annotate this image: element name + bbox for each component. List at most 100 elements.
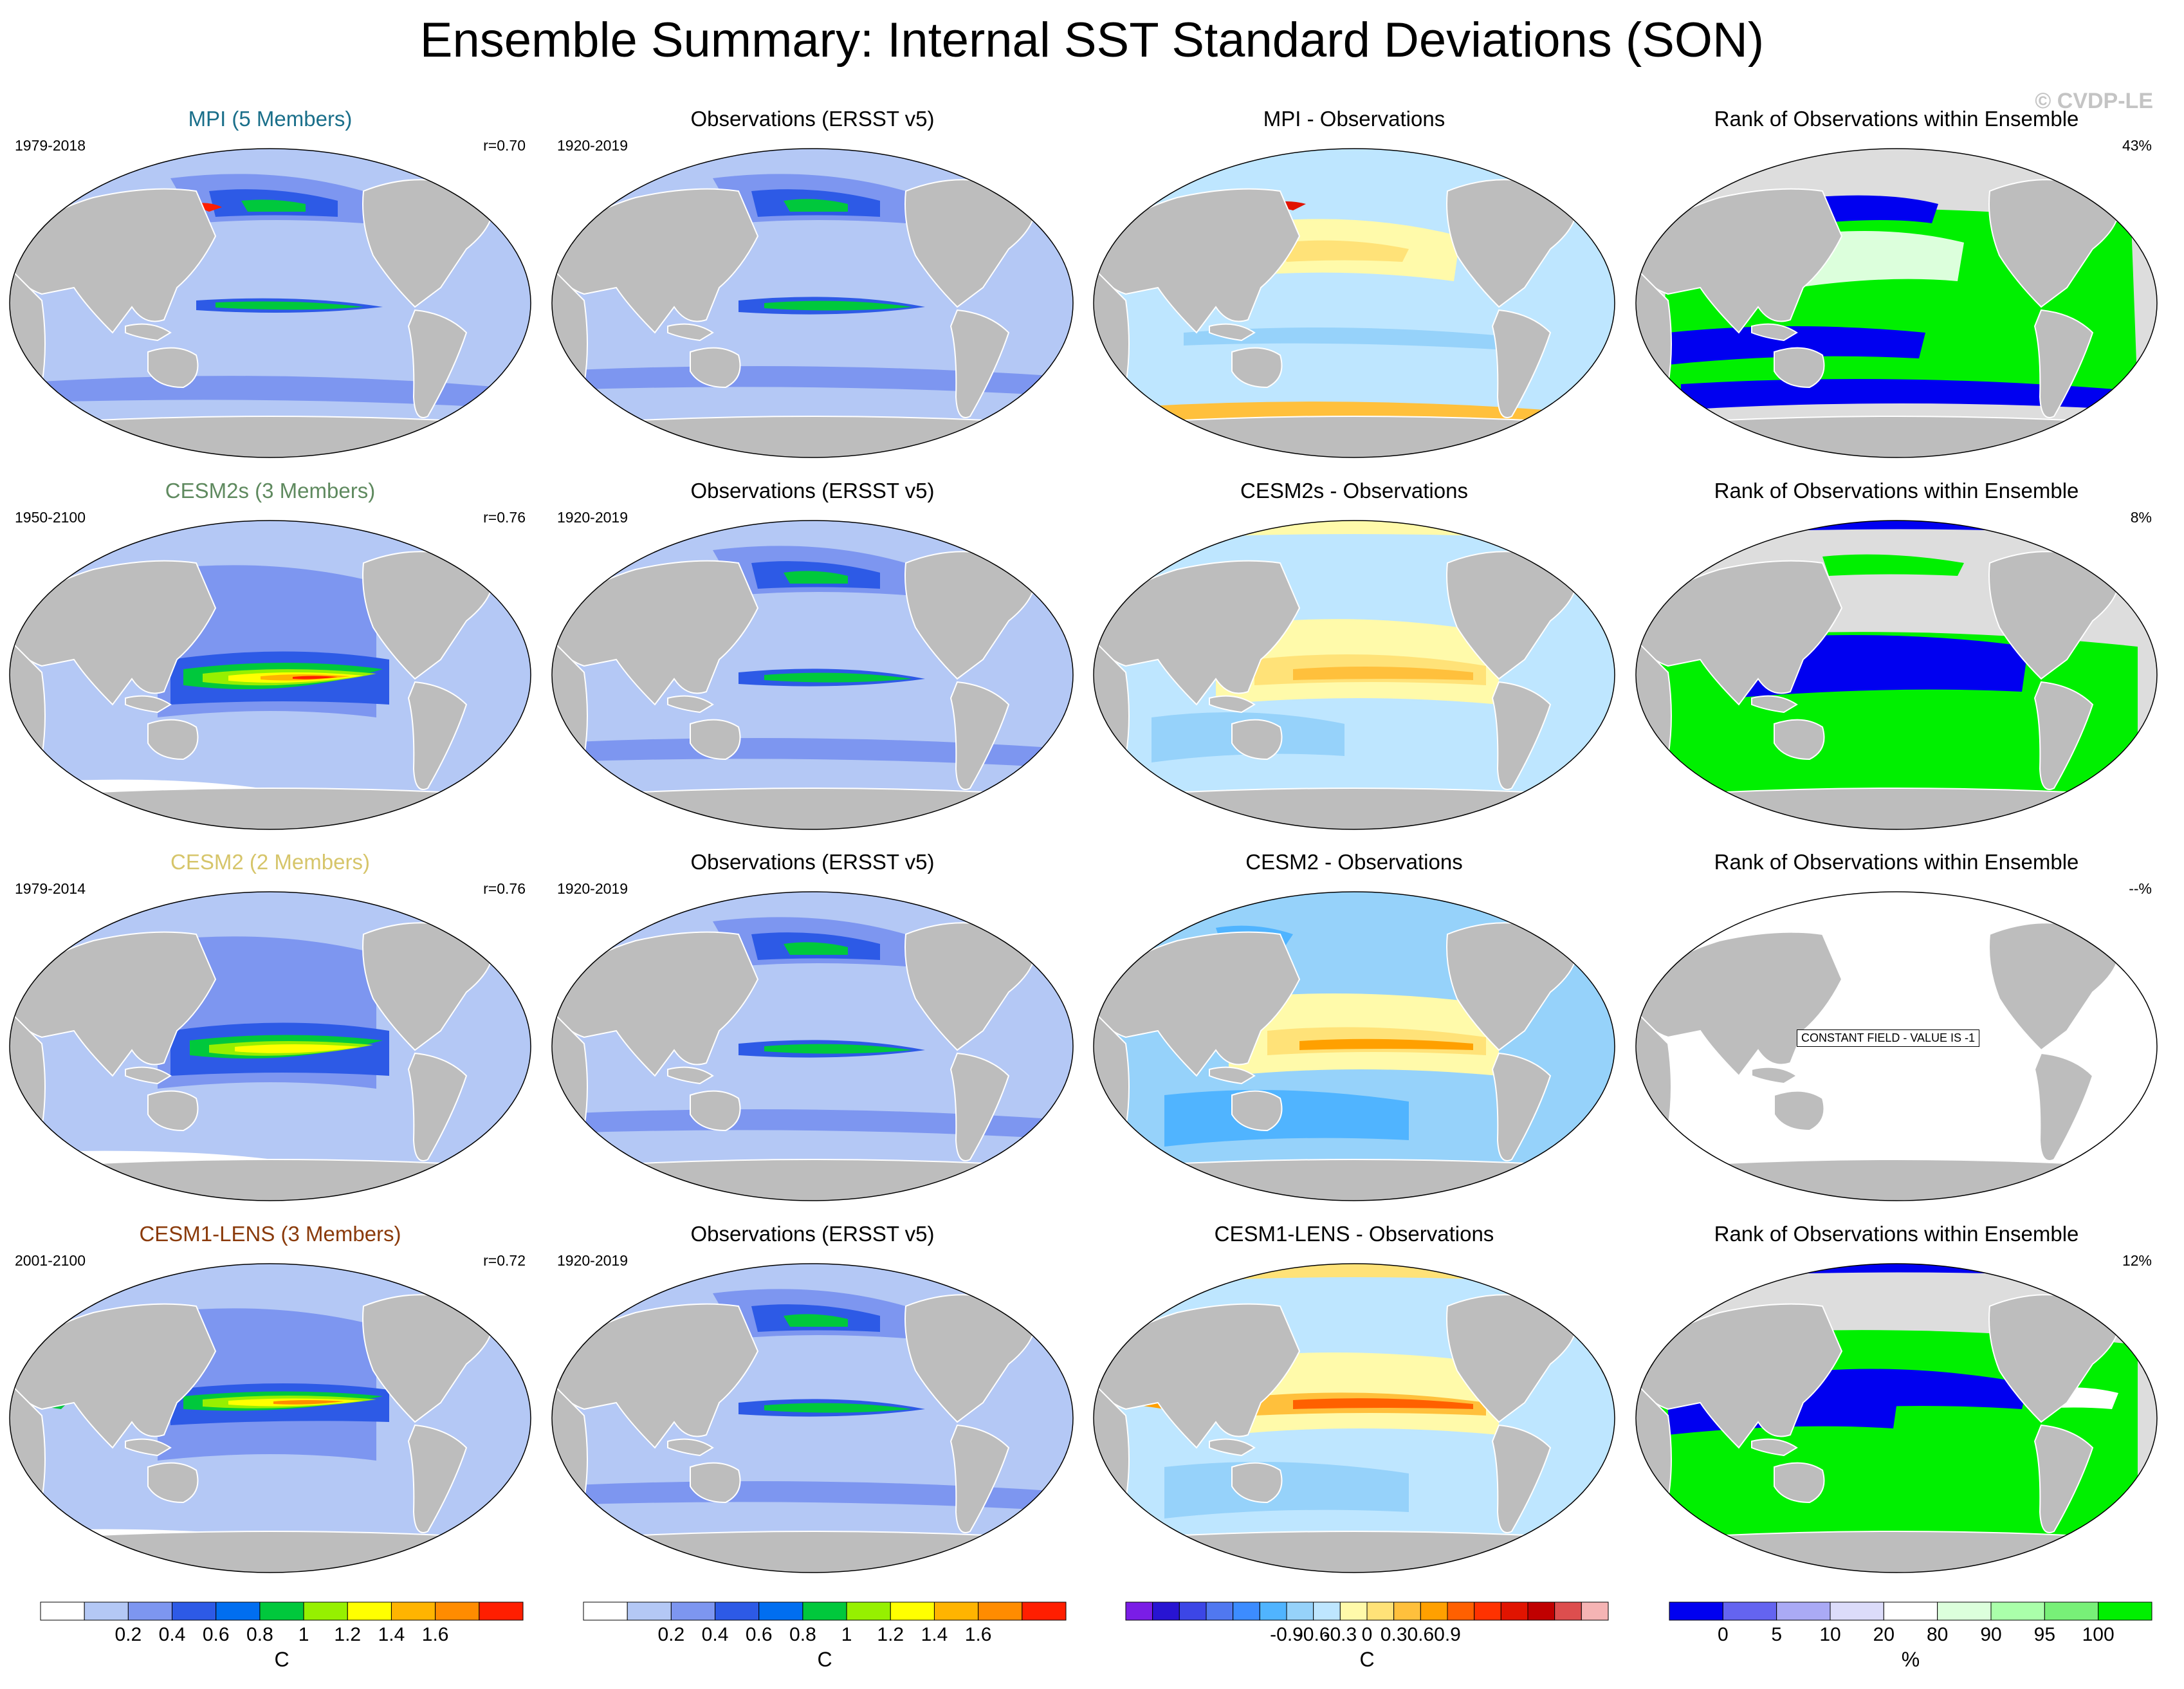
- correlation-label: r=0.72: [483, 1252, 526, 1269]
- colorbar-tick-label: 0.4: [702, 1624, 729, 1645]
- period-label: 1920-2019: [557, 509, 628, 526]
- colorbar-tick-label: 0.8: [789, 1624, 816, 1645]
- correlation-label: r=0.76: [483, 880, 526, 897]
- colorbar-tick-label: 0.3: [1381, 1624, 1408, 1645]
- colorbar-swatch: [479, 1601, 524, 1621]
- colorbar-swatch: [1393, 1601, 1421, 1621]
- colorbar-swatch: [1022, 1601, 1067, 1621]
- colorbar-tick-label: 10: [1819, 1624, 1840, 1645]
- colorbar-swatch: [303, 1601, 348, 1621]
- sst-std-map: [3, 140, 537, 466]
- colorbar-tick-label: 20: [1873, 1624, 1895, 1645]
- colorbar-swatch: [1883, 1601, 1938, 1621]
- colorbar-swatch: [1669, 1601, 1723, 1621]
- colorbar-swatch: [1233, 1601, 1260, 1621]
- period-label: 1920-2019: [557, 1252, 628, 1269]
- colorbar-tick-label: 0.2: [115, 1624, 142, 1645]
- colorbar-swatch: [846, 1601, 891, 1621]
- sst-diff-map: [1087, 1255, 1621, 1582]
- period-label: 1920-2019: [557, 137, 628, 154]
- model-title: MPI (5 Members): [188, 107, 353, 131]
- colorbar-swatch: [1581, 1601, 1609, 1621]
- model-colorbar: 0.2 0.4 0.6 0.8 1 1.2 1.4 1.6 C: [37, 1601, 526, 1678]
- colorbar-tick-label: 95: [2034, 1624, 2055, 1645]
- obs-colorbar: 0.2 0.4 0.6 0.8 1 1.2 1.4 1.6 C: [580, 1601, 1069, 1678]
- colorbar-swatch: [1259, 1601, 1287, 1621]
- model-title: CESM2s (3 Members): [165, 479, 376, 503]
- colorbar-swatch: [1313, 1601, 1341, 1621]
- rank-percent: 43%: [2122, 137, 2152, 154]
- colorbar-swatch: [172, 1601, 217, 1621]
- colorbar-swatch: [1206, 1601, 1234, 1621]
- colorbar-swatch: [802, 1601, 847, 1621]
- colorbar-swatch: [1152, 1601, 1180, 1621]
- rank-percent: --%: [2129, 880, 2152, 897]
- colorbar-tick-label: 1.2: [877, 1624, 904, 1645]
- colorbar-swatch: [1527, 1601, 1555, 1621]
- watermark: © CVDP-LE: [2035, 89, 2153, 113]
- period-label: 2001-2100: [15, 1252, 86, 1269]
- colorbar-tick-label: 1.6: [965, 1624, 992, 1645]
- colorbar-unit-label: C: [274, 1648, 289, 1671]
- colorbar-tick-label: 90: [1980, 1624, 2001, 1645]
- period-label: 1979-2018: [15, 137, 86, 154]
- colorbar-swatch: [2098, 1601, 2152, 1621]
- rank-title: Rank of Observations within Ensemble: [1714, 1222, 2079, 1246]
- panel-rank-row-2: Rank of Observations within Ensemble 8%: [1629, 478, 2163, 838]
- sst-std-map: [546, 1255, 1079, 1582]
- colorbar-tick-label: 80: [1927, 1624, 1948, 1645]
- constant-field-note: CONSTANT FIELD - VALUE IS -1: [1797, 1029, 1980, 1047]
- rank-title: Rank of Observations within Ensemble: [1714, 107, 2079, 131]
- colorbar-swatch: [347, 1601, 392, 1621]
- obs-title: Observations (ERSST v5): [690, 850, 935, 874]
- colorbar-tick-label: 0: [1362, 1624, 1373, 1645]
- rank-title: Rank of Observations within Ensemble: [1714, 479, 2079, 503]
- colorbar-swatch: [1990, 1601, 2045, 1621]
- period-label: 1950-2100: [15, 509, 86, 526]
- obs-title: Observations (ERSST v5): [690, 1222, 935, 1246]
- sst-diff-map: [1087, 512, 1621, 838]
- page-title: Ensemble Summary: Internal SST Standard …: [419, 13, 1765, 68]
- colorbar-swatch: [890, 1601, 935, 1621]
- rank-map: [1629, 1255, 2163, 1582]
- colorbar-tick-label: 0.9: [1434, 1624, 1461, 1645]
- sst-diff-map: [1087, 883, 1621, 1210]
- sst-std-map: [3, 883, 537, 1210]
- model-title: CESM1-LENS (3 Members): [139, 1222, 401, 1246]
- rank-map: [1629, 140, 2163, 466]
- colorbar-tick-label: 1.6: [422, 1624, 449, 1645]
- diff-title: CESM2 - Observations: [1245, 850, 1463, 874]
- colorbar-swatch: [1366, 1601, 1395, 1621]
- obs-title: Observations (ERSST v5): [690, 107, 935, 131]
- colorbar-swatch: [2044, 1601, 2099, 1621]
- colorbar-tick-label: 1.4: [921, 1624, 948, 1645]
- colorbar-tick-label: 0.4: [159, 1624, 186, 1645]
- sst-std-map: [3, 512, 537, 838]
- panel-diff-row-4: CESM1-LENS - Observations: [1087, 1221, 1621, 1582]
- colorbar-unit-label: %: [1902, 1648, 1920, 1671]
- colorbar-tick-label: 0: [1718, 1624, 1729, 1645]
- period-label: 1979-2014: [15, 880, 86, 897]
- sst-std-map: [3, 1255, 537, 1582]
- rank-percent: 8%: [2130, 509, 2152, 526]
- colorbar-tick-label: 1: [298, 1624, 309, 1645]
- colorbar-swatch: [670, 1601, 716, 1621]
- colorbar-tick-label: 5: [1771, 1624, 1782, 1645]
- colorbar-tick-label: 0.2: [658, 1624, 685, 1645]
- colorbar-swatch: [933, 1601, 979, 1621]
- panel-obs-row-4: Observations (ERSST v5) 1920-2019: [546, 1221, 1079, 1582]
- panel-diff-row-2: CESM2s - Observations: [1087, 478, 1621, 838]
- colorbar-swatch: [1554, 1601, 1582, 1621]
- colorbar-swatch: [390, 1601, 436, 1621]
- colorbar-swatch: [1447, 1601, 1475, 1621]
- panel-obs-row-3: Observations (ERSST v5) 1920-2019: [546, 849, 1079, 1210]
- colorbar-tick-label: 1.4: [378, 1624, 405, 1645]
- colorbar-swatch: [1339, 1601, 1368, 1621]
- diff-title: MPI - Observations: [1263, 107, 1445, 131]
- diff-title: CESM1-LENS - Observations: [1214, 1222, 1494, 1246]
- colorbar-swatch: [216, 1601, 261, 1621]
- colorbar-swatch: [978, 1601, 1023, 1621]
- panel-obs-row-1: Observations (ERSST v5) 1920-2019: [546, 106, 1079, 466]
- sst-std-map: [546, 883, 1079, 1210]
- colorbar-swatch: [627, 1601, 672, 1621]
